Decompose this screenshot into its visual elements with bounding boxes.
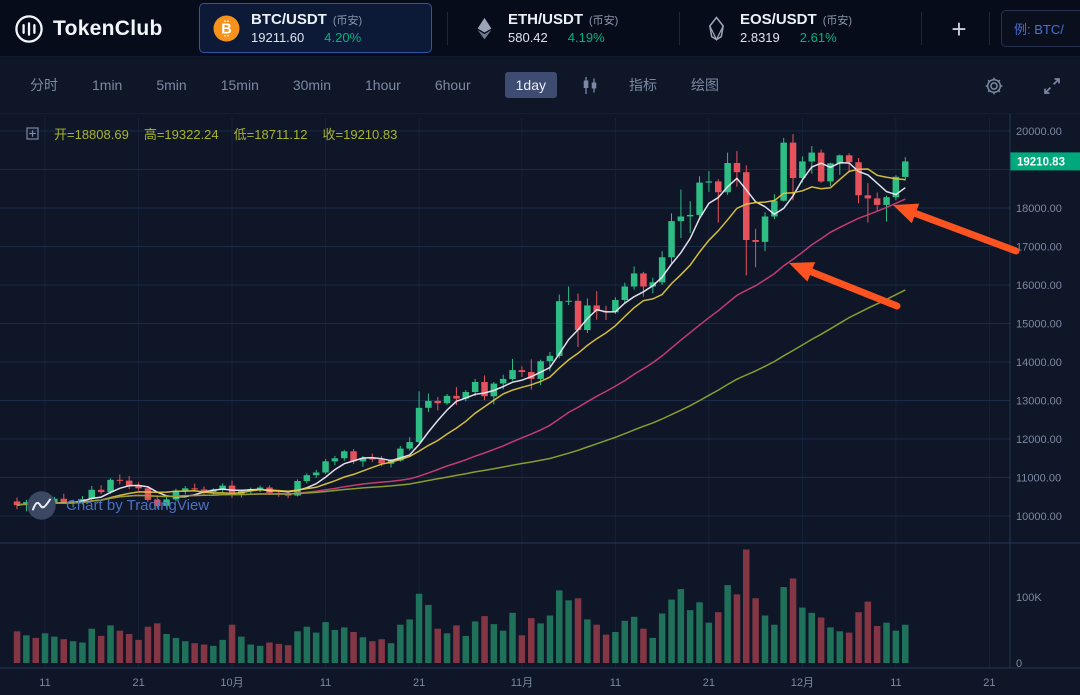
current-price-badge: 19210.83 — [1010, 152, 1080, 171]
svg-text:12000.00: 12000.00 — [1016, 434, 1062, 446]
ticker-tab-eth[interactable]: ETH/USDT (币安) 580.42 4.19% — [459, 3, 678, 53]
ma-60 — [16, 289, 906, 506]
interval-6hour[interactable]: 6hour — [434, 77, 471, 93]
interval-realtime[interactable]: 分时 — [30, 77, 58, 93]
header-divider — [921, 12, 922, 45]
tradingview-watermark[interactable]: Chart by TradingView — [26, 490, 209, 521]
svg-text:21: 21 — [703, 677, 715, 689]
header-divider — [447, 12, 448, 45]
svg-text:11: 11 — [320, 677, 331, 689]
svg-text:12月: 12月 — [791, 677, 814, 689]
settings-gear-icon[interactable] — [984, 76, 1004, 96]
header-divider — [679, 12, 680, 45]
pair-change: 2.61% — [799, 30, 837, 45]
ma-lines — [16, 162, 906, 506]
main-chart-canvas[interactable]: 20000.00 18000.00 17000.00 16000.00 15000.00… — [0, 114, 1080, 695]
svg-text:13000.00: 13000.00 — [1016, 396, 1062, 408]
interval-1day[interactable]: 1day — [504, 72, 557, 98]
tradingview-icon — [26, 490, 57, 521]
svg-text:10000.00: 10000.00 — [1016, 511, 1062, 523]
candles-layer — [13, 134, 909, 512]
svg-text:16000.00: 16000.00 — [1016, 280, 1062, 292]
interval-5min[interactable]: 5min — [156, 77, 187, 93]
eth-icon — [472, 16, 497, 41]
pair-change: 4.20% — [324, 30, 362, 45]
ma-10 — [16, 168, 906, 506]
svg-text:21: 21 — [132, 677, 144, 689]
svg-text:21: 21 — [983, 677, 995, 689]
svg-text:19210.83: 19210.83 — [1017, 156, 1065, 168]
svg-text:18000.00: 18000.00 — [1016, 203, 1062, 215]
brand-name: TokenClub — [53, 16, 163, 40]
svg-text:11月: 11月 — [511, 677, 533, 689]
axis-lines — [0, 114, 1080, 669]
indicators-button[interactable]: 指标 — [628, 77, 657, 93]
pair-price: 19211.60 — [251, 30, 305, 45]
pair-name: BTC/USDT — [251, 11, 327, 28]
svg-text:14000.00: 14000.00 — [1016, 357, 1062, 369]
eos-icon — [704, 15, 729, 41]
app-header: TokenClub B BTC/USDT (币安) 19211.60 4.20% — [0, 0, 1080, 57]
symbol-search-hint[interactable]: 例: BTC/ — [1001, 10, 1080, 47]
svg-text:15000.00: 15000.00 — [1016, 319, 1062, 331]
pair-price: 2.8319 — [740, 30, 780, 45]
exchange-label: (币安) — [822, 15, 853, 27]
fullscreen-icon[interactable] — [1042, 76, 1062, 96]
svg-text:100K: 100K — [1016, 592, 1042, 604]
time-axis-labels: 11 21 10月 11 21 11月 11 21 12月 11 21 — [39, 677, 995, 689]
price-axis-labels: 20000.00 18000.00 17000.00 16000.00 15000.00… — [1016, 126, 1062, 670]
svg-text:11: 11 — [890, 677, 901, 689]
svg-text:11000.00: 11000.00 — [1016, 473, 1061, 485]
exchange-label: (币安) — [332, 15, 363, 27]
chart-region: 20000.00 18000.00 17000.00 16000.00 15000.00… — [0, 114, 1080, 695]
pair-name: ETH/USDT — [508, 11, 583, 28]
tokenclub-logo-icon — [14, 14, 44, 44]
ticker-tab-eos[interactable]: EOS/USDT (币安) 2.8319 2.61% — [691, 3, 919, 53]
svg-text:B: B — [221, 21, 231, 37]
svg-text:11: 11 — [610, 677, 621, 689]
ticker-tab-btc[interactable]: B BTC/USDT (币安) 19211.60 4.20% — [199, 3, 432, 53]
interval-30min[interactable]: 30min — [292, 77, 331, 93]
annotation-arrows — [789, 203, 1020, 310]
svg-text:17000.00: 17000.00 — [1016, 242, 1062, 254]
interval-1min[interactable]: 1min — [92, 77, 123, 93]
ma-30 — [16, 198, 906, 506]
svg-text:10月: 10月 — [220, 677, 243, 689]
svg-text:11: 11 — [39, 677, 50, 689]
btc-icon: B — [213, 15, 240, 42]
drawing-button[interactable]: 绘图 — [690, 77, 719, 93]
header-divider — [989, 12, 990, 45]
interval-1hour[interactable]: 1hour — [365, 77, 401, 93]
tradingview-label: Chart by TradingView — [66, 497, 210, 514]
interval-15min[interactable]: 15min — [220, 77, 259, 93]
chart-type-candle-icon[interactable] — [581, 76, 599, 95]
exchange-label: (币安) — [589, 15, 619, 27]
pair-name: EOS/USDT — [740, 11, 817, 28]
volume-layer — [13, 549, 909, 663]
pair-price: 580.42 — [508, 30, 548, 45]
pair-change: 4.19% — [567, 30, 605, 45]
svg-text:21: 21 — [413, 677, 425, 689]
svg-text:20000.00: 20000.00 — [1016, 126, 1062, 138]
add-pair-button[interactable]: + — [951, 13, 967, 44]
svg-text:0: 0 — [1016, 658, 1022, 670]
brand[interactable]: TokenClub — [14, 0, 163, 57]
chart-toolbar: 分时 1min 5min 15min 30min 1hour 6hour 1da… — [0, 57, 1080, 114]
